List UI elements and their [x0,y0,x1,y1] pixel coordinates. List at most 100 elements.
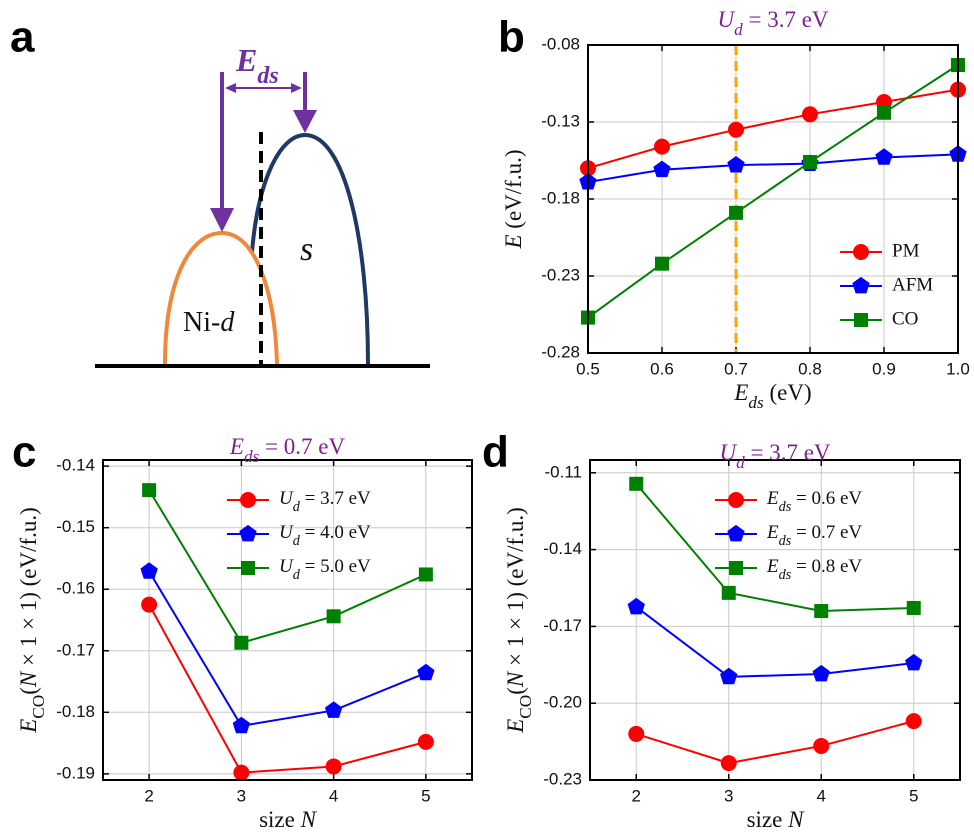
marker [728,492,744,508]
marker [142,483,157,498]
panel-label: c [12,428,36,477]
marker [906,600,921,615]
legend-label: CO [892,308,918,329]
x-axis-label: Eds (eV) [733,380,811,412]
legend-label: Eds = 0.8 eV [766,556,862,583]
y-tick-label: -0.23 [543,769,582,788]
marker [875,148,893,165]
arrow-head [293,110,317,133]
marker [628,725,645,742]
s-band [250,132,370,365]
panel: -0.19 -0.18 -0.17 -0.16 -0.15 -0.14 2 3 4 5 Ud = 3… [12,428,473,832]
x-tick-label: 3 [724,786,733,805]
x-tick-label: 0.5 [576,359,600,378]
marker [813,737,830,754]
marker [141,596,158,613]
series-line [635,606,914,678]
marker [326,609,341,624]
marker [853,244,869,260]
marker [877,105,891,120]
marker [727,156,745,173]
x-tick-label: 5 [421,786,430,805]
marker [324,701,343,718]
arrow-head [225,83,236,93]
marker [720,755,737,772]
y-axis-label: E (eV/f.u.) [501,150,526,250]
schematic: a Eds Ni-d s [10,13,430,368]
series-line [587,153,959,184]
chart-title: Ud = 3.7 eV [717,7,828,39]
band-label: Ni-d [183,307,235,338]
panel-label: b [498,13,525,62]
marker [417,733,434,750]
arrow-head [210,208,234,232]
marker [325,758,342,775]
marker [627,597,645,615]
y-tick-label: -0.14 [56,456,95,475]
y-tick-label: -0.18 [56,702,95,721]
marker [417,663,435,681]
x-tick-label: 0.7 [724,359,748,378]
y-tick-label: -0.18 [541,188,580,207]
marker [852,276,870,294]
y-tick-label: -0.16 [56,579,95,598]
x-axis-label: size N [747,807,806,831]
series-line [148,570,427,727]
chart-title: Ud = 3.7 eV [719,440,830,472]
gap-label: Eds [235,42,279,88]
marker [241,561,255,575]
y-tick-label: -0.14 [543,539,582,558]
x-tick-label: 0.6 [650,359,674,378]
y-tick-label: -0.20 [543,693,582,712]
chart-title: Eds = 0.7 eV [229,434,346,466]
y-axis-label: ECO(N × 1 × 1) (eV/f.u.) [16,507,48,734]
x-tick-label: 0.9 [872,359,896,378]
y-tick-label: -0.23 [541,265,580,284]
series-line [587,88,959,170]
marker [728,121,744,138]
series-line [587,64,959,319]
legend-label: PM [892,240,920,261]
panel-label: a [10,13,35,62]
series-line [148,489,427,644]
marker [814,604,829,619]
marker [727,524,745,542]
d-band [163,230,279,365]
panel: -0.23 -0.20 -0.17 -0.14 -0.11 2 3 4 5 Eds = 0.6 e… [482,428,961,832]
y-tick-label: -0.13 [541,111,580,130]
marker [721,585,736,600]
panel-label: d [482,428,509,477]
marker [240,492,256,508]
marker [234,635,249,650]
y-tick-label: -0.17 [56,640,95,659]
marker [418,567,433,582]
legend-label: Eds = 0.7 eV [766,522,862,549]
panel: -0.28 -0.23 -0.18 -0.13 -0.08 0.5 0.6 0.7 0.8 0.9… [498,7,970,412]
marker [720,667,738,685]
legend-label: Ud = 5.0 eV [279,556,371,583]
marker [729,561,743,575]
band-label: s [300,231,313,268]
marker [654,138,670,155]
x-tick-label: 2 [144,786,153,805]
series-line [635,720,915,765]
y-tick-label: -0.17 [543,616,582,635]
y-tick-label: -0.15 [56,517,95,536]
marker [802,106,818,123]
marker [239,524,257,542]
plot-frame [589,459,961,781]
marker [729,205,743,220]
y-tick-label: -0.19 [56,763,95,782]
marker [233,764,250,781]
y-tick-label: -0.11 [545,462,583,481]
y-tick-label: -0.28 [541,342,580,361]
x-tick-label: 4 [329,786,338,805]
marker [653,160,671,178]
marker [655,256,669,271]
legend-label: Eds = 0.6 eV [766,488,862,515]
marker [812,664,830,682]
legend-label: Ud = 4.0 eV [279,522,371,549]
plot-frame [102,459,473,781]
marker [803,155,817,170]
